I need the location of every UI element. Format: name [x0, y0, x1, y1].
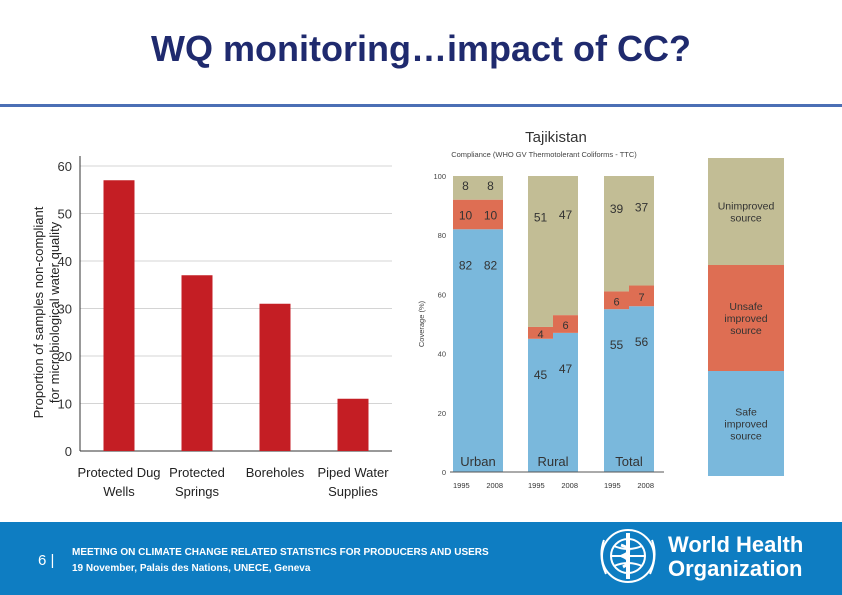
stack-safe	[528, 338, 553, 472]
data-label: 10	[484, 208, 498, 222]
y-tick-label: 60	[58, 159, 72, 174]
x-year-label: 1995	[604, 481, 621, 490]
stack-unimproved	[553, 176, 578, 316]
data-label: 82	[459, 258, 473, 272]
data-label: 8	[462, 179, 469, 193]
legend-label: source	[730, 325, 762, 337]
y-tick-label: 100	[433, 172, 446, 181]
y-tick-label: 40	[438, 350, 446, 359]
who-name-line2: Organization	[668, 556, 803, 581]
legend-label: Unsafe	[729, 301, 762, 313]
x-year-label: 2008	[486, 481, 503, 490]
who-name-line1: World Health	[668, 532, 804, 557]
stack-safe	[604, 309, 629, 472]
legend-label: source	[730, 431, 762, 443]
group-label: Urban	[460, 454, 495, 469]
footer-bar	[0, 522, 842, 595]
bar	[259, 303, 291, 451]
data-label: 10	[459, 208, 473, 222]
data-label: 55	[610, 338, 624, 352]
legend-label: Safe	[735, 407, 757, 419]
y-tick-label: 20	[438, 409, 446, 418]
page-number: 6 |	[38, 552, 55, 569]
stack-unimproved	[528, 176, 553, 327]
legend-swatch-unsafe	[708, 265, 784, 371]
stack-safe	[629, 306, 654, 472]
y-tick-label: 20	[58, 349, 72, 364]
stack-safe	[478, 229, 503, 472]
y-axis-label: Proportion of samples non-compliant	[31, 206, 46, 418]
data-label: 7	[638, 292, 644, 304]
y-tick-label: 40	[58, 254, 72, 269]
x-tick-label: Protected Dug	[77, 465, 160, 480]
stack-safe	[553, 332, 578, 472]
stack-unimproved	[604, 176, 629, 292]
legend-swatch-safe	[708, 371, 784, 476]
data-label: 6	[613, 296, 619, 308]
stack-unsafe	[553, 315, 578, 333]
title-divider	[0, 104, 842, 107]
x-tick-label: Protected	[169, 465, 225, 480]
stack-unsafe	[604, 291, 629, 310]
y-tick-label: 50	[58, 207, 72, 222]
bar	[103, 180, 135, 451]
stack-unsafe	[453, 199, 478, 230]
x-year-label: 1995	[453, 481, 470, 490]
stack-unimproved	[453, 176, 478, 200]
x-year-label: 2008	[561, 481, 578, 490]
data-label: 47	[559, 362, 573, 376]
y-tick-label: 80	[438, 231, 446, 240]
stack-unimproved	[478, 176, 503, 200]
y-tick-label: 60	[438, 290, 446, 299]
footer-meeting-title: MEETING ON CLIMATE CHANGE RELATED STATIS…	[72, 547, 489, 558]
group-label: Total	[615, 454, 643, 469]
x-tick-label: Piped Water	[317, 465, 389, 480]
y-tick-label: 0	[442, 468, 446, 477]
group-label: Rural	[537, 454, 568, 469]
who-name: World Health Organization	[668, 533, 803, 581]
bar	[181, 275, 213, 451]
data-label: 56	[635, 335, 649, 349]
y-axis-label: for microbiological water quality	[47, 221, 62, 403]
data-label: 37	[635, 200, 649, 214]
stack-unsafe	[528, 326, 553, 339]
x-tick-label: Springs	[175, 484, 220, 499]
chart-subtitle: Compliance (WHO GV Thermotolerant Colifo…	[451, 150, 637, 159]
stack-unsafe	[629, 285, 654, 307]
legend-label: source	[730, 213, 762, 225]
stack-safe	[453, 229, 478, 472]
data-label: 45	[534, 368, 548, 382]
stack-unimproved	[629, 176, 654, 286]
stack-unsafe	[478, 199, 503, 230]
chart-title: Tajikistan	[525, 129, 587, 146]
x-year-label: 1995	[528, 481, 545, 490]
legend-label: Unimproved	[718, 201, 775, 213]
y-axis-label: Coverage (%)	[417, 300, 426, 347]
x-tick-label: Wells	[103, 484, 135, 499]
data-label: 47	[559, 208, 573, 222]
legend-label: improved	[724, 419, 767, 431]
y-tick-label: 30	[58, 302, 72, 317]
footer-meeting-details: 19 November, Palais des Nations, UNECE, …	[72, 563, 311, 574]
data-label: 39	[610, 202, 624, 216]
data-label: 51	[534, 211, 548, 225]
data-label: 82	[484, 258, 498, 272]
slide-title: WQ monitoring…impact of CC?	[151, 28, 691, 69]
bar	[337, 398, 369, 451]
x-tick-label: Supplies	[328, 484, 378, 499]
data-label: 8	[487, 179, 494, 193]
legend-swatch-unimproved	[708, 158, 784, 265]
x-tick-label: Boreholes	[246, 465, 305, 480]
x-year-label: 2008	[637, 481, 654, 490]
y-tick-label: 10	[58, 397, 72, 412]
data-label: 4	[537, 329, 543, 341]
data-label: 6	[562, 320, 568, 332]
legend-label: improved	[724, 313, 767, 325]
y-tick-label: 0	[65, 444, 72, 459]
